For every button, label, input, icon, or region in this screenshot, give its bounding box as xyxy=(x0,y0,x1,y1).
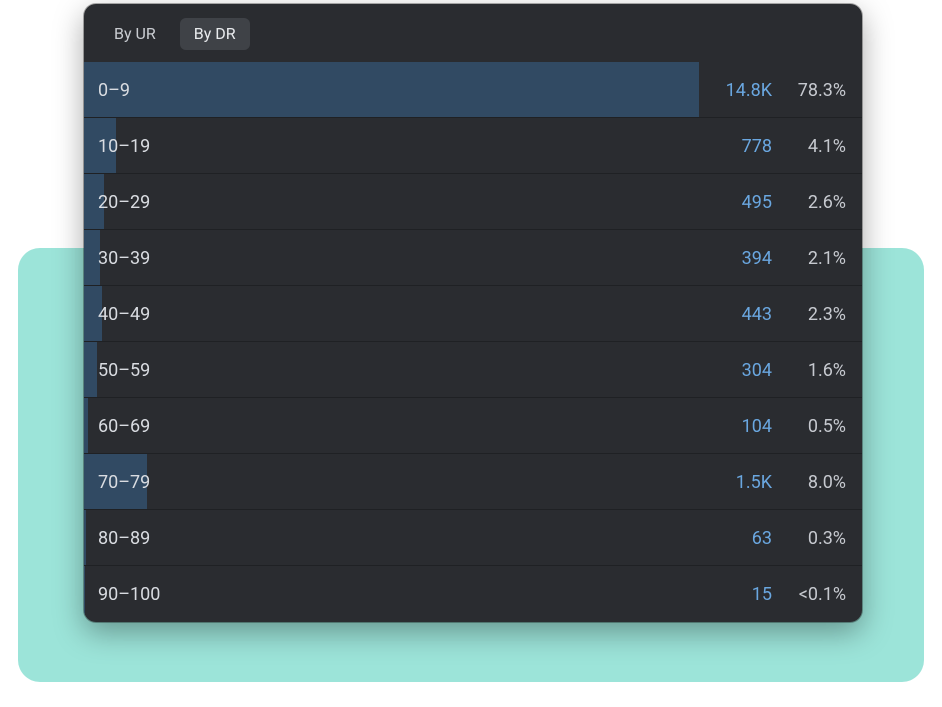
histogram-bar xyxy=(84,566,85,622)
histogram-row[interactable]: 40–49 4432.3% xyxy=(84,286,862,342)
row-percent: 4.1% xyxy=(772,136,846,157)
row-percent: 2.3% xyxy=(772,304,846,325)
range-label: 70–79 xyxy=(98,472,150,493)
row-count: 394 xyxy=(702,248,772,269)
tab-by-ur[interactable]: By UR xyxy=(100,18,170,50)
range-label: 20–29 xyxy=(98,192,150,213)
histogram-row[interactable]: 80–89 630.3% xyxy=(84,510,862,566)
row-count: 15 xyxy=(702,584,772,605)
histogram-bar xyxy=(84,342,97,398)
range-label: 0–9 xyxy=(98,80,130,101)
row-percent: 78.3% xyxy=(772,80,846,101)
row-count: 443 xyxy=(702,304,772,325)
row-percent: <0.1% xyxy=(772,584,846,605)
row-percent: 0.3% xyxy=(772,528,846,549)
histogram-bar xyxy=(84,398,88,454)
histogram-row[interactable]: 90–100 15<0.1% xyxy=(84,566,862,622)
histogram-row[interactable]: 20–29 4952.6% xyxy=(84,174,862,230)
range-label: 90–100 xyxy=(98,584,160,605)
row-percent: 2.1% xyxy=(772,248,846,269)
row-count: 1.5K xyxy=(702,472,772,493)
row-count: 63 xyxy=(702,528,772,549)
row-count: 104 xyxy=(702,416,772,437)
histogram-rows: 0–9 14.8K78.3% 10–19 7784.1% 20–29 4952.6% 30–… xyxy=(84,62,862,622)
row-percent: 0.5% xyxy=(772,416,846,437)
histogram-row[interactable]: 70–79 1.5K8.0% xyxy=(84,454,862,510)
histogram-row[interactable]: 0–9 14.8K78.3% xyxy=(84,62,862,118)
range-label: 80–89 xyxy=(98,528,150,549)
histogram-bar xyxy=(84,510,86,566)
row-percent: 2.6% xyxy=(772,192,846,213)
range-label: 30–39 xyxy=(98,248,150,269)
row-count: 778 xyxy=(702,136,772,157)
row-count: 14.8K xyxy=(702,80,772,101)
range-label: 40–49 xyxy=(98,304,150,325)
tab-by-dr[interactable]: By DR xyxy=(180,18,250,50)
row-count: 304 xyxy=(702,360,772,381)
tab-bar: By UR By DR xyxy=(84,4,862,62)
row-count: 495 xyxy=(702,192,772,213)
histogram-row[interactable]: 10–19 7784.1% xyxy=(84,118,862,174)
distribution-panel: By UR By DR 0–9 14.8K78.3% 10–19 7784.1% 20–… xyxy=(84,4,862,622)
range-label: 60–69 xyxy=(98,416,150,437)
row-percent: 8.0% xyxy=(772,472,846,493)
row-percent: 1.6% xyxy=(772,360,846,381)
histogram-row[interactable]: 30–39 3942.1% xyxy=(84,230,862,286)
histogram-row[interactable]: 50–59 3041.6% xyxy=(84,342,862,398)
histogram-bar xyxy=(84,62,699,118)
range-label: 10–19 xyxy=(98,136,150,157)
range-label: 50–59 xyxy=(98,360,150,381)
histogram-row[interactable]: 60–69 1040.5% xyxy=(84,398,862,454)
